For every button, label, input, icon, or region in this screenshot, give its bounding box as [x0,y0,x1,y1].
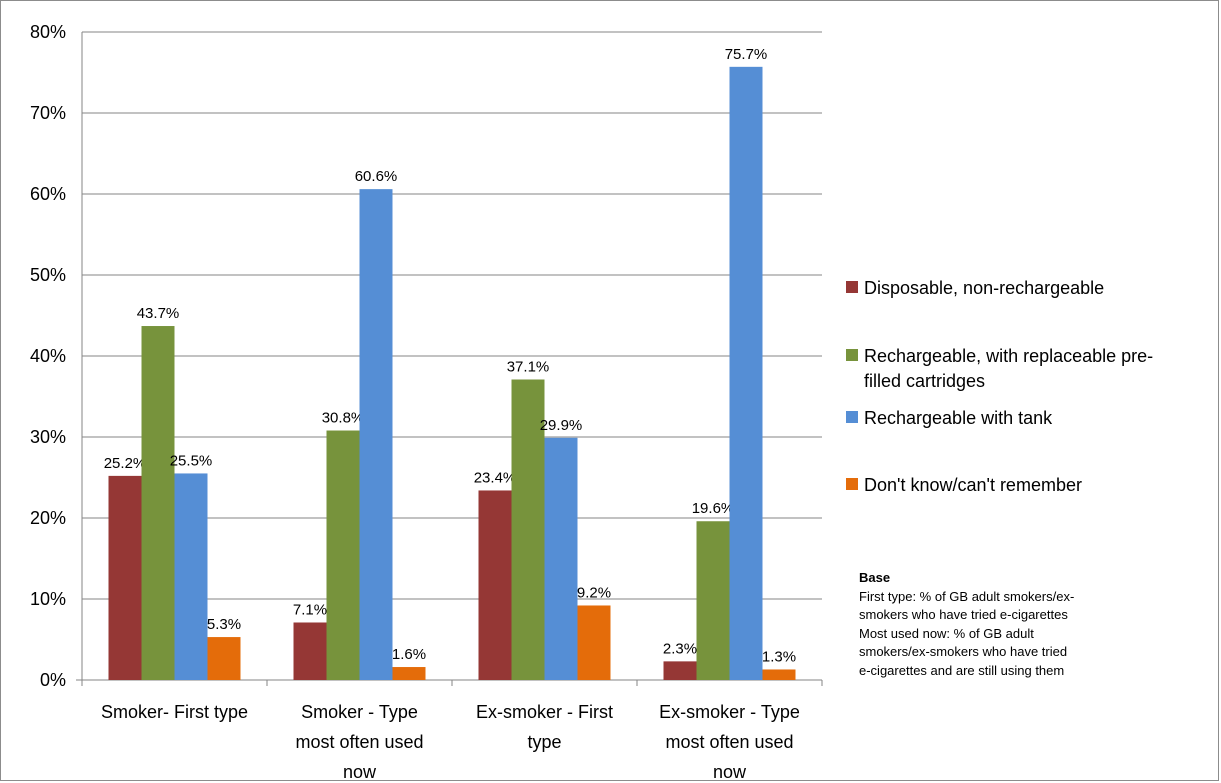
bar [293,622,327,680]
category-label: most often used [295,732,423,752]
base-note-title: Base [859,570,891,585]
y-tick-label: 10% [30,589,66,609]
legend-item: Rechargeable with tank [846,406,1214,431]
bar [174,473,208,680]
data-label: 43.7% [137,305,180,322]
data-label: 25.5% [170,452,213,469]
base-note: Base First type: % of GB adult smokers/e… [859,569,1189,680]
legend-label: Rechargeable with tank [864,406,1214,431]
legend-label-line: Don't know/can't remember [864,475,1082,495]
y-tick-label: 80% [30,22,66,42]
bar [108,475,142,680]
legend-label: Don't know/can't remember [864,473,1214,498]
category-label: most often used [665,732,793,752]
legend-label-line: filled cartridges [864,371,986,391]
base-note-line: smokers/ex-smokers who have tried [859,644,1068,659]
base-note-line: Most used now: % of GB adult [859,625,1034,641]
legend-swatch [846,281,858,293]
data-label: 37.1% [507,358,550,375]
legend-label-line: Rechargeable, with replaceable pre- [864,346,1154,366]
data-label: 75.7% [725,46,768,63]
y-tick-label: 70% [30,103,66,123]
legend-item: Rechargeable, with replaceable pre-fille… [846,344,1214,394]
bar [544,437,578,680]
bar [663,661,697,680]
y-tick-label: 0% [40,670,66,690]
data-label: 23.4% [474,469,517,486]
data-label: 5.3% [207,616,241,633]
bar [729,66,763,680]
category-label: now [343,762,377,782]
base-note-line: e-cigarettes and are still using them [859,662,1065,678]
bar [577,605,611,680]
base-note-line: smokers who have tried e-cigarettes [859,607,1068,622]
category-label: now [713,762,747,782]
data-label: 60.6% [355,168,398,185]
data-label: 29.9% [540,417,583,434]
bar [762,669,796,680]
y-tick-label: 40% [30,346,66,366]
bar [392,667,426,680]
y-tick-label: 30% [30,427,66,447]
data-label: 1.6% [392,646,426,663]
legend-label: Rechargeable, with replaceable pre-fille… [864,344,1214,394]
data-label: 19.6% [692,500,735,517]
y-tick-label: 20% [30,508,66,528]
category-label: Smoker - Type [301,702,418,722]
legend-item: Don't know/can't remember [846,473,1214,498]
legend-swatch [846,478,858,490]
bar [359,189,393,680]
base-note-line: First type: % of GB adult smokers/ex- [859,588,1075,604]
data-label: 30.8% [322,410,365,427]
data-label: 25.2% [104,455,147,472]
data-label: 7.1% [293,601,327,618]
category-label: Smoker- First type [101,702,248,722]
category-label: Ex-smoker - First [476,702,613,722]
y-tick-label: 60% [30,184,66,204]
bar [326,430,360,680]
bar [207,637,241,680]
legend-label-line: Rechargeable with tank [864,408,1053,428]
category-label: type [527,732,561,752]
bar [696,521,730,680]
data-label: 1.3% [762,648,796,665]
bar [141,326,175,680]
bar [478,490,512,680]
legend-label-line: Disposable, non-rechargeable [864,278,1105,298]
data-label: 9.2% [577,584,611,601]
category-label: Ex-smoker - Type [659,702,800,722]
data-label: 2.3% [663,640,697,657]
legend-label: Disposable, non-rechargeable [864,276,1214,301]
legend-item: Disposable, non-rechargeable [846,276,1214,301]
y-tick-label: 50% [30,265,66,285]
legend-swatch [846,411,858,423]
legend-swatch [846,349,858,361]
bar [511,379,545,680]
